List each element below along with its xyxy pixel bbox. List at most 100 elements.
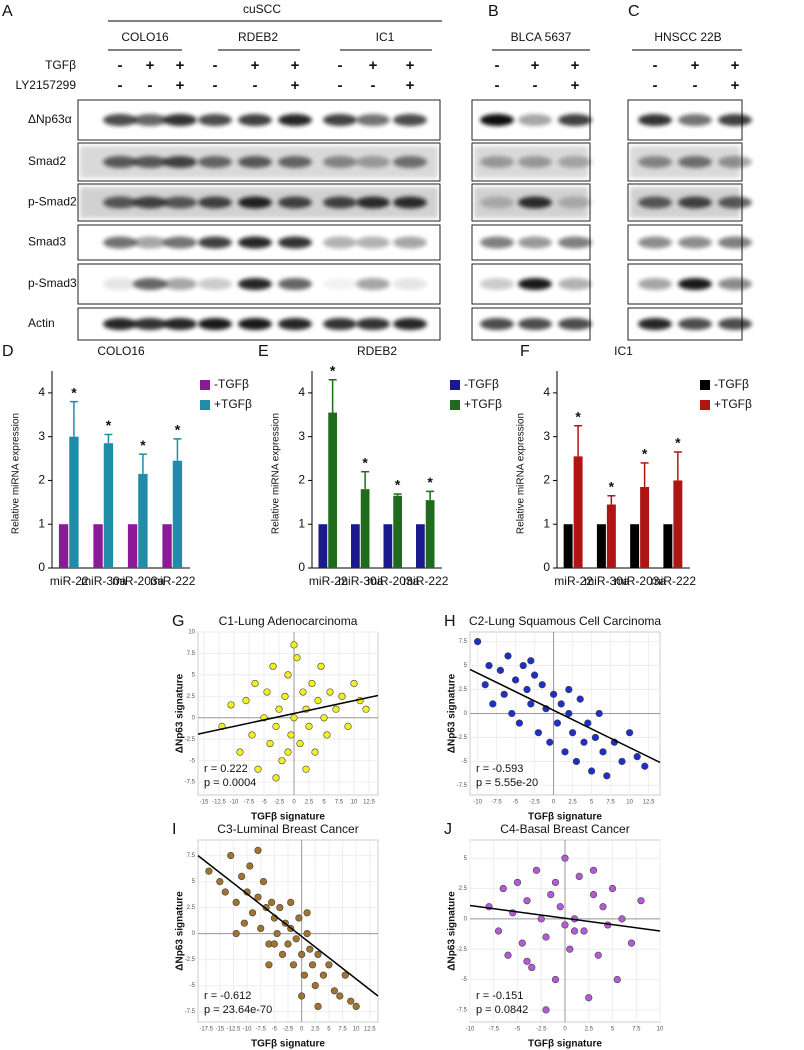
protein-label: p-Smad3 — [28, 276, 77, 290]
panel-letter: C — [628, 3, 640, 20]
point — [542, 933, 550, 941]
point — [565, 685, 573, 694]
y-tick-label: 1 — [543, 516, 550, 530]
blot-band — [163, 236, 197, 249]
point — [594, 951, 602, 959]
point — [232, 929, 240, 938]
point — [500, 690, 508, 698]
x-tick-label: 2.5 — [568, 800, 577, 806]
blot-band — [678, 278, 712, 290]
treatment-sign: + — [176, 77, 185, 94]
bar — [630, 524, 640, 568]
point — [332, 705, 340, 713]
legend-swatch — [450, 380, 460, 390]
protein-label: p-Smad2 — [28, 195, 77, 209]
point — [587, 767, 596, 775]
bar — [93, 524, 103, 568]
bar — [58, 524, 69, 568]
point — [633, 753, 641, 761]
y-tick-label: 5 — [464, 663, 468, 669]
bar — [563, 524, 573, 568]
point — [504, 652, 512, 660]
y-tick-label: -7.5 — [457, 783, 468, 789]
y-tick-label: 3 — [543, 429, 550, 443]
x-tick-label: -7.5 — [489, 1027, 500, 1033]
blot-band — [558, 156, 592, 168]
y-axis-label: ΔNp63 signature — [175, 891, 186, 971]
treatment-sign: + — [146, 57, 155, 74]
point — [499, 884, 507, 893]
blot-band — [198, 196, 232, 209]
point — [530, 671, 539, 679]
point — [515, 719, 524, 727]
point — [278, 757, 286, 765]
point — [266, 739, 274, 748]
point — [589, 890, 598, 899]
significance-mark: * — [330, 362, 336, 378]
treatment-sign: - — [533, 77, 538, 94]
y-tick-label: 2.5 — [187, 905, 196, 911]
point — [561, 748, 569, 756]
blot-band — [718, 196, 752, 209]
bar — [573, 456, 583, 568]
y-axis-label: ΔNp63 signature — [447, 673, 458, 753]
x-tick-label: miR-222 — [403, 574, 449, 588]
significance-mark: * — [675, 435, 681, 451]
treatment-sign: - — [338, 77, 343, 94]
x-tick-label: -5 — [272, 1027, 278, 1033]
point — [627, 939, 636, 947]
point — [474, 637, 482, 646]
x-tick-label: -12.5 — [212, 800, 226, 806]
x-tick-label: miR-30a — [81, 574, 127, 588]
y-axis-label: Relative miRNA expression — [11, 413, 22, 534]
y-tick-label: -5 — [190, 758, 196, 764]
y-tick-label: 2 — [38, 473, 45, 487]
bar — [318, 524, 328, 568]
point — [314, 1002, 322, 1011]
point — [227, 851, 235, 860]
point — [248, 909, 257, 917]
point — [589, 866, 598, 874]
legend-label: -TGFβ — [464, 377, 499, 391]
treatment-sign: + — [571, 57, 580, 74]
point — [568, 729, 577, 737]
point — [350, 679, 358, 688]
blot-band — [678, 156, 712, 168]
y-tick-label: 1 — [298, 516, 305, 530]
point — [251, 679, 259, 688]
panel-letter: I — [172, 821, 176, 838]
significance-mark: * — [609, 478, 615, 494]
treatment-label: TGFβ — [45, 58, 76, 72]
treatment-label: LY2157299 — [15, 78, 76, 92]
stat-annotation: r = -0.593 — [476, 763, 523, 775]
blot-band — [678, 236, 712, 249]
point — [305, 722, 313, 730]
point — [362, 705, 370, 713]
point — [575, 872, 583, 881]
x-tick-label: 5 — [590, 800, 594, 806]
y-tick-label: 0 — [298, 560, 305, 574]
point — [278, 950, 287, 959]
x-tick-label: -10 — [466, 1027, 475, 1033]
point — [546, 738, 554, 746]
panel-letter: H — [444, 613, 456, 630]
panel-letter: A — [2, 3, 13, 20]
blot-band — [638, 196, 672, 209]
y-tick-label: 0 — [192, 715, 196, 721]
blot-band — [638, 278, 672, 290]
chart-title: C4-Basal Breast Cancer — [500, 822, 629, 836]
bar — [416, 524, 425, 568]
blot-band — [356, 318, 390, 330]
point — [580, 738, 588, 746]
x-tick-label: -17.5 — [199, 1027, 213, 1033]
legend-label: -TGFβ — [714, 377, 749, 391]
x-tick-label: miR-30a — [584, 574, 630, 588]
blot-band — [323, 236, 357, 249]
point — [330, 987, 338, 995]
bar — [351, 524, 360, 568]
x-tick-label: -10 — [473, 800, 482, 806]
point — [508, 709, 516, 718]
x-tick-label: 12.5 — [363, 800, 375, 806]
blot-band — [133, 196, 167, 209]
y-tick-label: 2 — [298, 473, 305, 487]
